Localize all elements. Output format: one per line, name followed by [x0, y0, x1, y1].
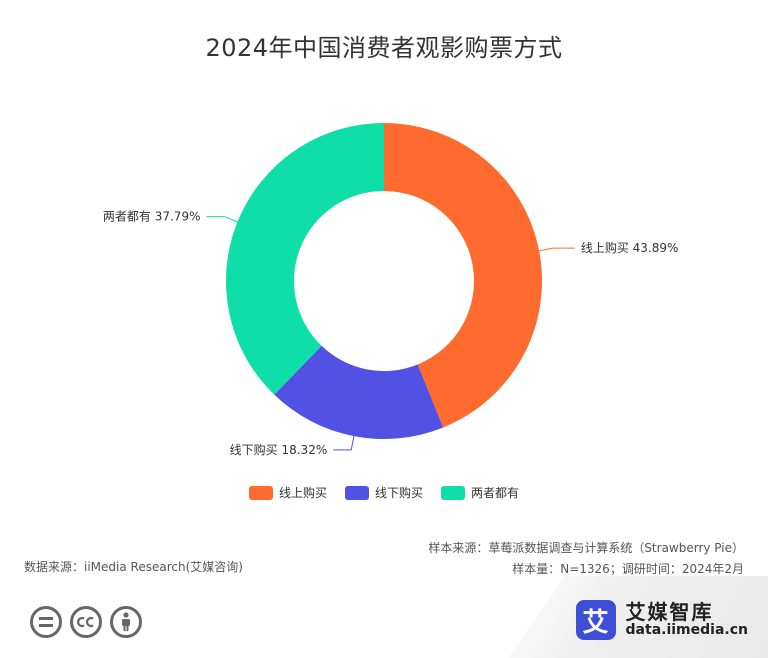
chart-title: 2024年中国消费者观影购票方式: [205, 34, 563, 62]
leader-line-1: [333, 434, 355, 451]
legend-label-offline: 线下购买: [374, 486, 423, 500]
legend-swatch-offline: [344, 485, 369, 500]
sample-info-block: 样本来源：草莓派数据调查与计算系统（Strawberry Pie） 样本量：N=…: [428, 538, 744, 580]
equal-icon: [30, 606, 62, 638]
slice-label-1: 线下购买 18.32%: [230, 442, 328, 457]
data-source: 数据来源：iiMedia Research(艾媒咨询): [24, 560, 243, 574]
cc-icon: [70, 606, 102, 638]
brand-block: 艾 艾媒智库 data.iimedia.cn: [575, 600, 748, 640]
donut-slice-0[interactable]: [384, 123, 543, 428]
sample-size-date: 样本量：N=1326；调研时间：2024年2月: [512, 562, 744, 576]
slice-label-2: 两者都有 37.79%: [103, 210, 201, 224]
legend-item-online[interactable]: 线上购买: [248, 484, 327, 501]
legend-label-online: 线上购买: [278, 486, 327, 500]
leader-line-2: [206, 216, 240, 224]
legend-swatch-both: [441, 485, 465, 500]
brand-url: data.iimedia.cn: [625, 622, 748, 639]
legend-label-both: 两者都有: [471, 486, 520, 500]
brand-name: 艾媒智库: [625, 600, 714, 625]
donut-chart: 线上购买 43.89% 线下购买 18.32% 两者都有 37.79%: [103, 123, 679, 457]
leader-line-0: [537, 247, 575, 252]
brand-logo: 艾: [575, 600, 616, 640]
donut-slice-2[interactable]: [226, 123, 384, 395]
sample-source: 样本来源：草莓派数据调查与计算系统（Strawberry Pie）: [428, 541, 744, 555]
legend-swatch-online: [248, 485, 273, 500]
slice-label-0: 线上购买 43.89%: [581, 240, 679, 255]
donut-slice-1[interactable]: [274, 345, 444, 440]
legend-item-both[interactable]: 两者都有: [441, 484, 519, 501]
legend-item-offline[interactable]: 线下购买: [344, 484, 423, 501]
chart-legend: 线上购买 线下购买 两者都有: [0, 484, 768, 501]
person-icon: [110, 606, 142, 638]
license-icons: [30, 606, 142, 638]
